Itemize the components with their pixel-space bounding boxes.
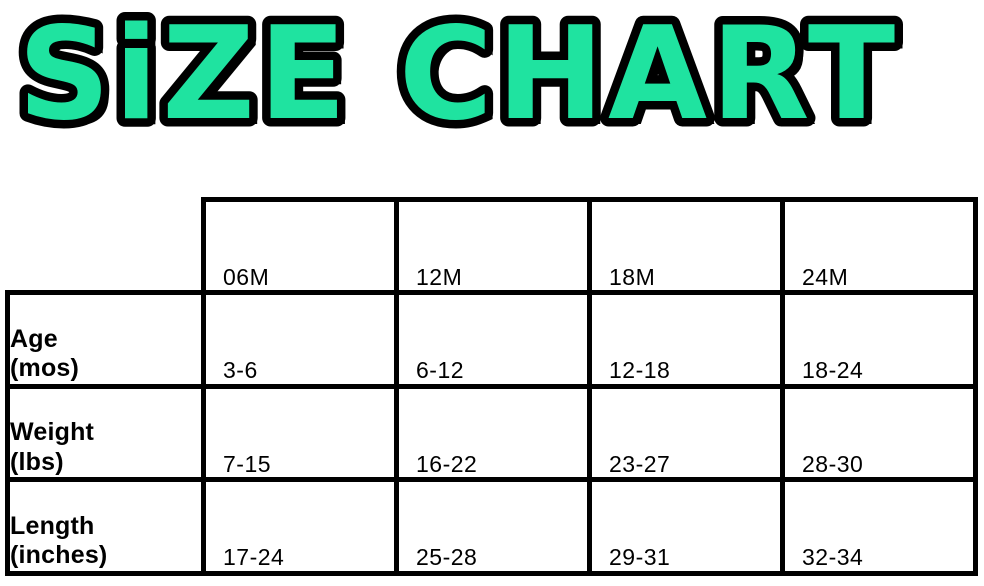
title-fill-text: SiZE CHART [18,0,899,149]
column-header-12m-label: 12M [416,263,463,290]
row-label-length: Length (inches) [5,477,206,576]
cell-weight-12m: 16-22 [396,383,592,480]
table-row: Weight (lbs) 7-15 16-22 23-27 28-30 [5,383,978,480]
cell-length-12m-value: 25-28 [416,544,478,571]
row-label-age-line2: (mos) [10,354,80,382]
page-title: SiZE CHART SiZE CHART SiZE CHART [0,0,984,150]
cell-age-12m-value: 6-12 [416,357,465,384]
row-label-weight: Weight (lbs) [5,383,206,480]
size-chart-table-wrapper: 06M 12M 18M 24M Age (mos) [5,197,978,576]
cell-weight-12m-value: 16-22 [416,450,478,477]
cell-length-18m: 29-31 [589,477,785,576]
row-label-length-line2: (inches) [10,541,108,569]
title-artwork: SiZE CHART SiZE CHART SiZE CHART [10,0,907,150]
cell-age-24m: 18-24 [782,290,978,386]
row-label-weight-line2: (lbs) [10,447,64,476]
row-label-weight-line1: Weight [10,418,95,446]
row-label-age: Age (mos) [5,290,206,386]
column-header-18m-label: 18M [609,263,656,290]
cell-age-06m-value: 3-6 [223,357,258,384]
cell-weight-18m: 23-27 [589,383,785,480]
cell-age-06m: 3-6 [203,290,399,386]
cell-age-12m: 6-12 [396,290,592,386]
column-header-06m-label: 06M [223,263,270,290]
cell-weight-06m: 7-15 [203,383,399,480]
row-label-length-text: Length (inches) [10,482,201,571]
table-header-row: 06M 12M 18M 24M [7,197,978,293]
column-header-24m-label: 24M [802,263,849,290]
cell-length-24m: 32-34 [782,477,978,576]
cell-length-18m-value: 29-31 [609,544,671,571]
cell-length-24m-value: 32-34 [802,544,864,571]
cell-weight-24m: 28-30 [782,383,978,480]
cell-weight-06m-value: 7-15 [223,450,272,477]
cell-weight-18m-value: 23-27 [609,450,671,477]
cell-weight-24m-value: 28-30 [802,450,864,477]
column-header-18m: 18M [589,197,785,293]
title-outline-text: SiZE CHART [18,0,899,149]
table-row: Age (mos) 3-6 6-12 12-18 18-24 [5,290,978,386]
cell-length-06m: 17-24 [203,477,399,576]
cell-length-06m-value: 17-24 [223,544,285,571]
cell-length-12m: 25-28 [396,477,592,576]
title-shadow-text: SiZE CHART [26,6,907,150]
cell-age-24m-value: 18-24 [802,357,864,384]
cell-age-18m: 12-18 [589,290,785,386]
row-label-age-text: Age (mos) [10,295,201,384]
table-corner-cell [7,199,204,293]
cell-age-18m-value: 12-18 [609,357,671,384]
table-row: Length (inches) 17-24 25-28 29-31 32-34 [5,477,978,576]
size-chart-table: 06M 12M 18M 24M Age (mos) [5,197,978,576]
row-label-length-line1: Length [10,511,95,540]
column-header-06m: 06M [201,197,399,293]
row-label-age-line1: Age [10,324,58,353]
column-header-24m: 24M [782,197,978,293]
row-label-weight-text: Weight (lbs) [10,389,201,478]
column-header-12m: 12M [396,197,592,293]
